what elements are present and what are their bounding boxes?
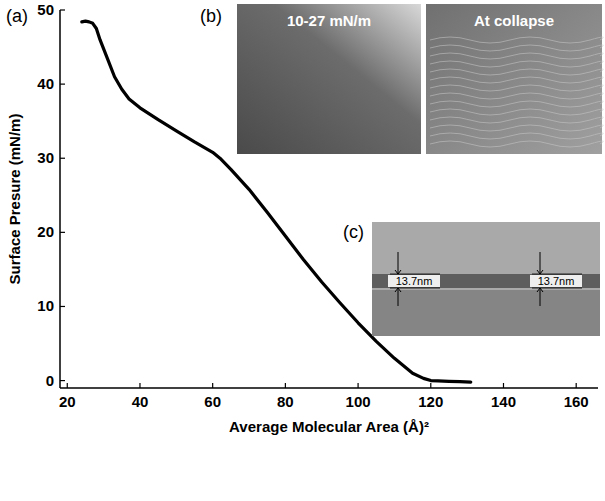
panel-label: (b) xyxy=(200,6,222,26)
inset-image xyxy=(372,288,600,336)
measure-label: 13.7nm xyxy=(538,275,575,287)
texture-line xyxy=(430,37,603,43)
measure-arrow xyxy=(540,252,541,274)
chart: 0 10 20 30 40 50 20 40 60 80 100 120 140 160 Average M… xyxy=(0,0,605,501)
measure-label: 13.7nm xyxy=(396,275,433,287)
y-tick-label: 0 xyxy=(46,372,54,389)
x-tick xyxy=(139,383,140,388)
x-tick xyxy=(430,383,431,388)
texture-line xyxy=(430,133,603,139)
texture xyxy=(430,37,603,147)
y-tick xyxy=(60,158,65,159)
measure-line xyxy=(390,288,440,289)
x-tick-label: 140 xyxy=(491,393,516,410)
interface xyxy=(372,289,600,290)
y-tick xyxy=(60,306,65,307)
inset-image xyxy=(372,274,600,288)
x-tick xyxy=(212,383,213,388)
measure-arrow xyxy=(540,288,541,306)
measure-line xyxy=(532,288,582,289)
texture-line xyxy=(430,53,603,59)
y-tick xyxy=(60,232,65,233)
texture-line xyxy=(430,117,603,123)
x-tick-label: 20 xyxy=(59,393,76,410)
texture-line xyxy=(430,109,603,115)
x-tick-label: 100 xyxy=(346,393,371,410)
y-axis xyxy=(59,10,61,388)
x-axis-title: Average Molecular Area (Å)² xyxy=(229,418,429,435)
x-tick xyxy=(285,383,286,388)
arrow-head xyxy=(537,288,543,292)
panel-label: (c) xyxy=(343,222,364,242)
y-tick xyxy=(60,9,65,10)
texture-line xyxy=(430,101,603,107)
y-tick-label: 50 xyxy=(37,1,54,18)
panel-label: (a) xyxy=(6,6,28,26)
y-tick-label: 30 xyxy=(37,149,54,166)
y-tick xyxy=(60,380,65,381)
x-tick-label: 160 xyxy=(564,393,589,410)
x-axis xyxy=(60,387,598,389)
arrow-head xyxy=(395,288,401,292)
texture-line xyxy=(430,61,603,67)
inset-caption: At collapse xyxy=(474,12,554,29)
x-tick-label: 80 xyxy=(277,393,294,410)
x-tick xyxy=(357,383,358,388)
inset-image xyxy=(372,222,600,274)
texture-line xyxy=(430,125,603,131)
x-tick xyxy=(503,383,504,388)
x-tick xyxy=(576,383,577,388)
texture-line xyxy=(430,93,603,99)
arrow-head xyxy=(395,270,401,274)
texture-line xyxy=(430,85,603,91)
x-tick xyxy=(67,383,68,388)
x-tick-label: 40 xyxy=(132,393,149,410)
y-tick-label: 10 xyxy=(37,297,54,314)
label-box xyxy=(530,275,582,287)
texture-line xyxy=(430,45,603,51)
texture-line xyxy=(430,69,603,75)
arrow-head xyxy=(537,270,543,274)
inset-image xyxy=(237,4,421,154)
y-tick xyxy=(60,84,65,85)
x-tick-label: 120 xyxy=(418,393,443,410)
y-axis-title: Surface Presure (mN/m) xyxy=(6,114,23,285)
inset-caption: 10-27 mN/m xyxy=(287,12,371,29)
y-tick-label: 40 xyxy=(37,75,54,92)
y-tick-label: 20 xyxy=(37,223,54,240)
measure-arrow xyxy=(398,252,399,274)
texture-line xyxy=(430,77,603,83)
measure-arrow xyxy=(398,288,399,306)
label-box xyxy=(388,275,440,287)
x-tick-label: 60 xyxy=(204,393,221,410)
texture-line xyxy=(430,141,603,147)
